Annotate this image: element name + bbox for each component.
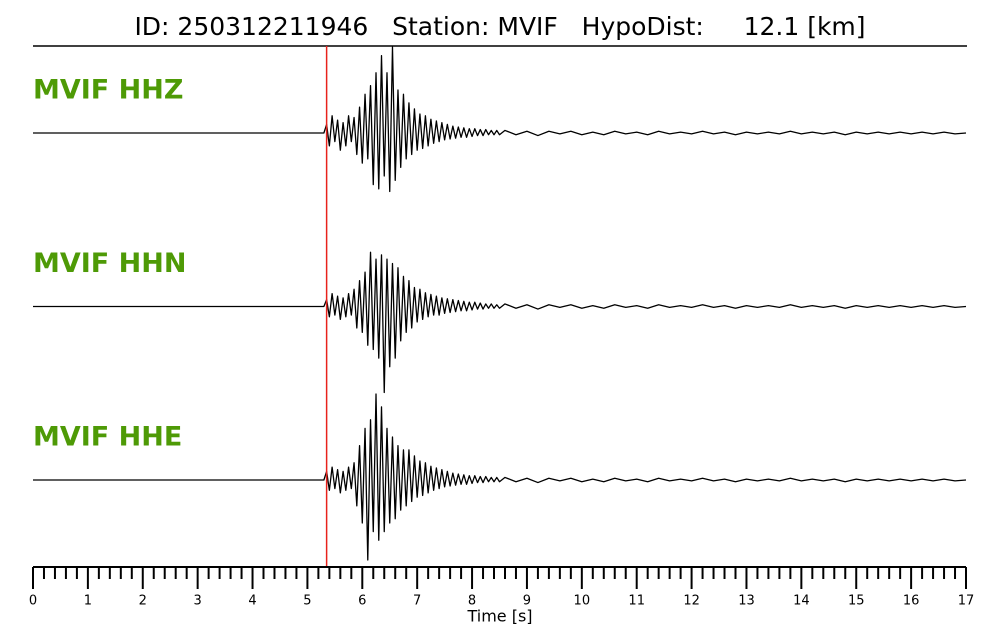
- x-tick-label: 13: [738, 594, 755, 609]
- x-tick-label: 1: [84, 594, 92, 609]
- x-tick-label: 17: [958, 594, 975, 609]
- x-tick-label: 8: [468, 594, 476, 609]
- x-tick-label: 14: [793, 594, 810, 609]
- x-tick-label: 12: [683, 594, 700, 609]
- x-tick-label: 9: [523, 594, 531, 609]
- x-tick-label: 6: [358, 594, 366, 609]
- x-tick-label: 15: [848, 594, 865, 609]
- x-tick-label: 2: [139, 594, 147, 609]
- x-tick-label: 7: [413, 594, 421, 609]
- x-axis-label: Time [s]: [466, 607, 532, 626]
- x-tick-label: 4: [248, 594, 256, 609]
- x-tick-label: 0: [29, 594, 37, 609]
- waveform: [33, 251, 967, 394]
- x-tick-label: 3: [194, 594, 202, 609]
- channel-label: MVIF HHN: [33, 248, 186, 279]
- chart-title: ID: 250312211946 Station: MVIF HypoDist:…: [134, 12, 865, 41]
- waveform: [33, 393, 967, 561]
- channel-label: MVIF HHE: [33, 422, 182, 453]
- x-tick-label: 10: [574, 594, 591, 609]
- x-tick-label: 5: [303, 594, 311, 609]
- x-tick-label: 16: [903, 594, 920, 609]
- channel-label: MVIF HHZ: [33, 75, 183, 106]
- waveform: [33, 46, 967, 193]
- x-tick-label: 11: [628, 594, 645, 609]
